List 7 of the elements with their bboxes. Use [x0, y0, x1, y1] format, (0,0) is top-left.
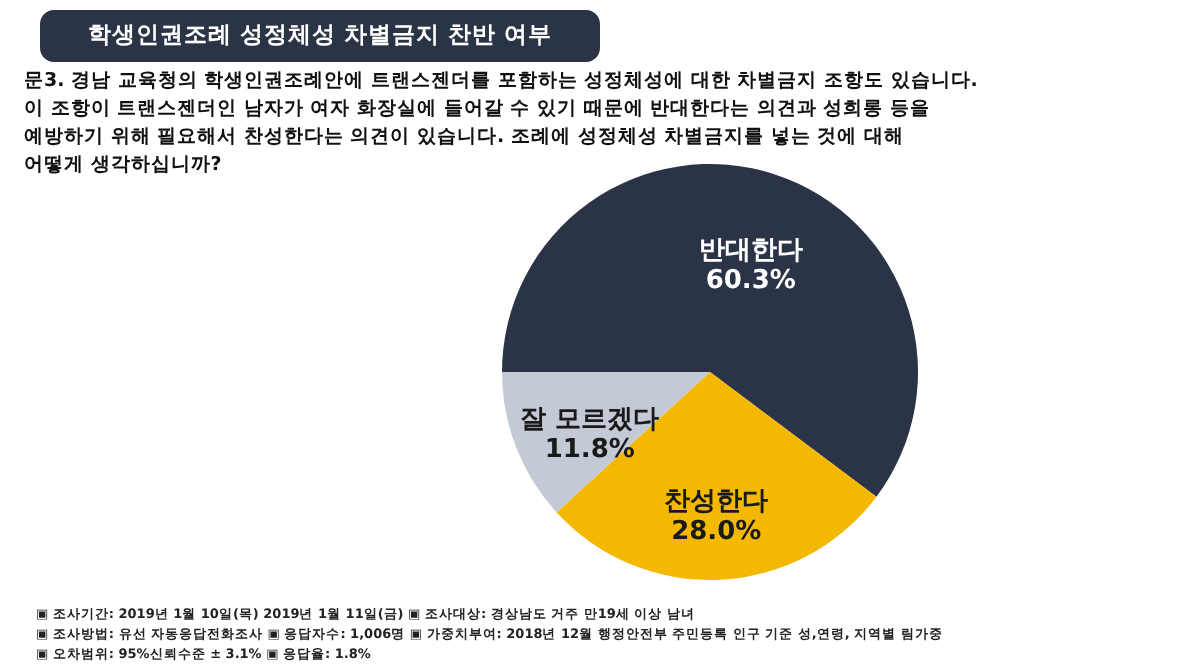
- chart-subtitle: 문3. 경남 교육청의 학생인권조례안에 트랜스젠더를 포함하는 성정체성에 대한 차별금지 조항도 있습니다. 이 조항이 트랜스젠더인 남자가 여자 화장실에 들어갈 수 있기 때문에 반대한다는 의견과 성희롱 등을 예방하기 위해 필요해서 찬성한다는 의견이 있습니다. 조례에 성정체성 차별금지를 넣는 것에 대해 어떻게 생각하십니까?: [24, 70, 978, 176]
- chart-title: 학생인권조례 성정체성 차별금지 찬반 여부: [87, 20, 553, 48]
- data-label: 60.3%: [705, 265, 796, 296]
- slice-label: 잘 모르겠다: [520, 404, 660, 435]
- slice-label: 찬성한다: [664, 486, 769, 517]
- data-label: 28.0%: [671, 516, 762, 547]
- slice-label: 반대한다: [698, 235, 803, 266]
